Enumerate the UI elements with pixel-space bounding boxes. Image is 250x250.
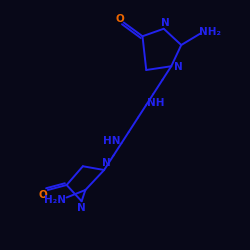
Text: N: N (162, 18, 170, 28)
Text: H₂N: H₂N (44, 195, 66, 205)
Text: N: N (174, 62, 182, 72)
Text: NH: NH (147, 98, 164, 108)
Text: NH₂: NH₂ (200, 27, 222, 37)
Text: O: O (38, 190, 47, 200)
Text: HN: HN (103, 136, 121, 146)
Text: O: O (116, 14, 124, 24)
Text: N: N (77, 203, 86, 213)
Text: N: N (102, 158, 111, 168)
